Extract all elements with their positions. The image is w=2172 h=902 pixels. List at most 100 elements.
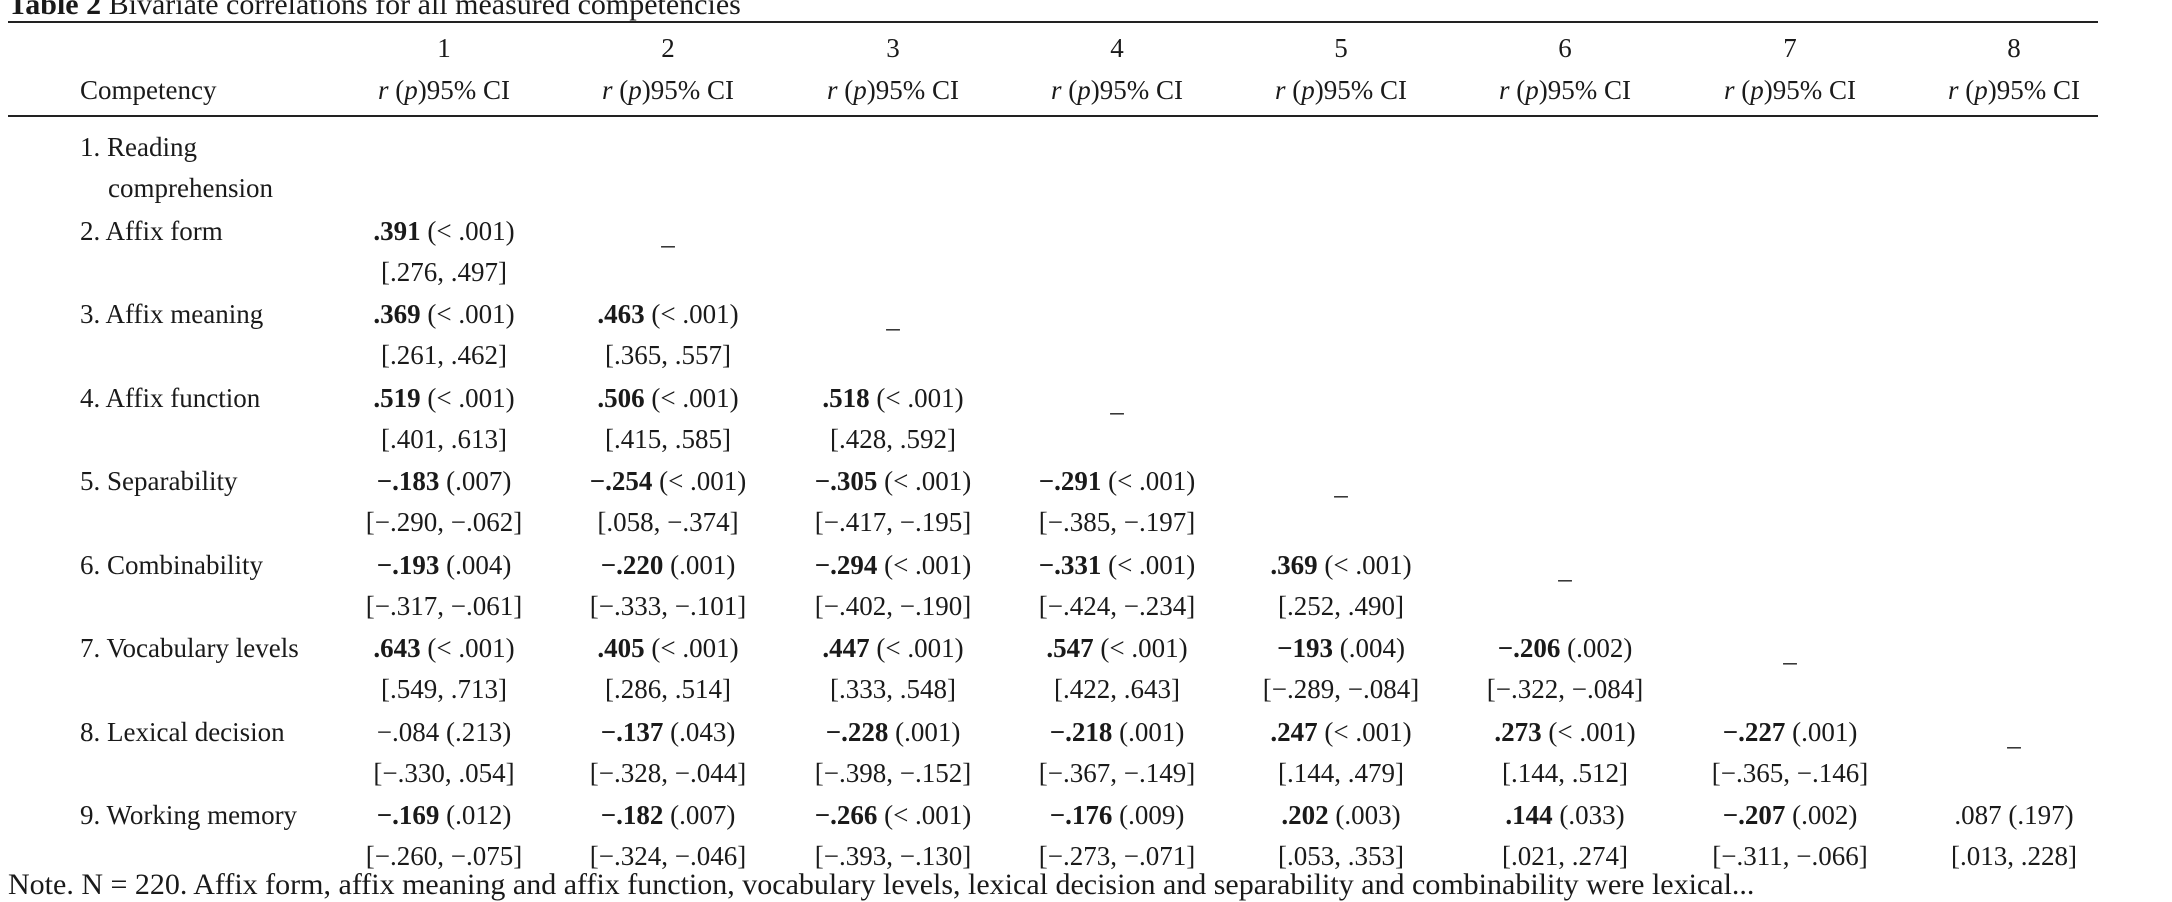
r-value: −.206 [1497,633,1561,663]
row-label: 9. Working memory [80,800,298,830]
p-value: (.004) [1332,633,1405,663]
correlation-value: .463 (< .001) [597,298,738,330]
column-number-8: 8 [2007,33,2021,63]
confidence-interval: [.333, .548] [830,674,956,704]
confidence-interval: [.415, .585] [605,423,731,454]
p-value: (.009) [1112,800,1185,830]
p-value: (< .001) [1317,716,1412,747]
stat-header-4: r (p)95% CI [1051,74,1183,106]
r-value: −.227 [1722,716,1786,747]
correlation-value: .369 (< .001) [373,298,514,330]
correlation-value: .273 (< .001) [1494,716,1635,748]
r-value: −.207 [1722,800,1786,830]
column-number-5: 5 [1334,33,1348,63]
correlation-value: .369 (< .001) [1270,549,1411,581]
r-value: .087 [1954,800,2002,830]
confidence-interval: [.422, .643] [1054,674,1180,704]
correlation-value: −.331 (< .001) [1039,549,1196,581]
stat-header-suffix: )95% CI [1763,75,1856,105]
correlation-value: .405 (< .001) [597,632,738,664]
diagonal-mark: _ [661,219,675,250]
stat-header-r: r [1948,75,1959,105]
stat-header-suffix: )95% CI [1987,75,2080,105]
row-label: 4. Affix function [80,382,261,413]
confidence-interval: [−.317, −.061] [365,590,523,621]
p-value: (< .001) [877,466,972,496]
r-value: .519 [373,382,421,413]
r-value: −.182 [600,800,664,830]
stat-header-suffix: )95% CI [1538,75,1631,105]
correlation-value: −.291 (< .001) [1039,465,1196,497]
row-label: 5. Separability [80,466,238,496]
column-number-3: 3 [886,33,900,63]
p-value: (< .001) [652,466,747,496]
p-value: (.012) [439,800,512,830]
confidence-interval: [−.365, −.146] [1711,757,1869,788]
confidence-interval: [.276, .497] [381,256,507,287]
stat-header-p: p [853,75,867,105]
p-value: (< .001) [644,633,739,663]
stat-header-r: r [1499,75,1510,105]
correlation-value: −.266 (< .001) [815,799,972,831]
correlation-value: −.254 (< .001) [590,465,747,497]
confidence-interval: [−.260, −.075] [365,841,523,871]
confidence-interval: [−.311, −.066] [1712,841,1868,871]
column-number-7: 7 [1783,33,1797,63]
stat-header-6: r (p)95% CI [1499,74,1631,106]
top-rule [8,21,2098,23]
p-value: (< .001) [420,633,515,663]
stat-header-7: r (p)95% CI [1724,74,1856,106]
correlation-value: −.305 (< .001) [815,465,972,497]
correlation-value: −.137 (.043) [601,716,736,748]
confidence-interval: [−.367, −.149] [1038,757,1196,788]
stat-header-open: ( [1061,75,1078,105]
r-value: .506 [597,382,645,413]
r-value: .273 [1494,716,1542,747]
correlation-value: .087 (.197) [1954,799,2073,831]
correlation-value: −.228 (.001) [826,716,961,748]
competency-header: Competency [80,75,217,105]
p-value: (< .001) [420,382,515,413]
stat-header-open: ( [837,75,854,105]
p-value: (.001) [888,716,961,747]
r-value: −.305 [814,466,878,496]
confidence-interval: [.144, .479] [1278,757,1404,788]
r-value: −.176 [1049,800,1113,830]
column-number-2: 2 [661,33,675,63]
table-note: Note. N = 220. Affix form, affix meaning… [8,868,1755,901]
correlation-value: −.193 (.004) [377,549,512,581]
correlation-value: −193 (.004) [1277,632,1405,664]
confidence-interval: [.549, .713] [381,674,507,704]
correlation-value: −.206 (.002) [1498,632,1633,664]
confidence-interval: [.058, −.374] [597,507,739,537]
diagonal-mark: _ [1783,637,1797,667]
confidence-interval: [.013, .228] [1951,841,2077,871]
header-rule [8,115,2098,117]
p-value: (< .001) [1541,716,1636,747]
stat-header-2: r (p)95% CI [602,74,734,106]
stat-header-suffix: )95% CI [1090,75,1183,105]
r-value: −.137 [600,716,664,747]
r-value: −.084 [376,716,440,747]
r-value: .547 [1046,633,1094,663]
confidence-interval: [.252, .490] [1278,590,1404,621]
r-value: .247 [1270,716,1318,747]
p-value: (.197) [2001,800,2074,830]
p-value: (< .001) [1317,549,1412,580]
p-value: (.043) [663,716,736,747]
p-value: (< .001) [869,382,964,413]
confidence-interval: [−.385, −.197] [1038,507,1196,537]
r-value: −193 [1277,633,1333,663]
confidence-interval: [−.398, −.152] [814,757,972,788]
diagonal-mark: _ [1334,470,1348,500]
stat-header-suffix: )95% CI [417,75,510,105]
confidence-interval: [−.333, −.101] [589,590,747,621]
correlation-value: −.183 (.007) [377,465,512,497]
stat-header-suffix: )95% CI [641,75,734,105]
p-value: (< .001) [877,800,972,830]
confidence-interval: [−.290, −.062] [365,507,523,537]
r-value: .369 [1270,549,1318,580]
r-value: −.183 [376,466,440,496]
p-value: (< .001) [420,215,515,246]
stat-header-5: r (p)95% CI [1275,74,1407,106]
